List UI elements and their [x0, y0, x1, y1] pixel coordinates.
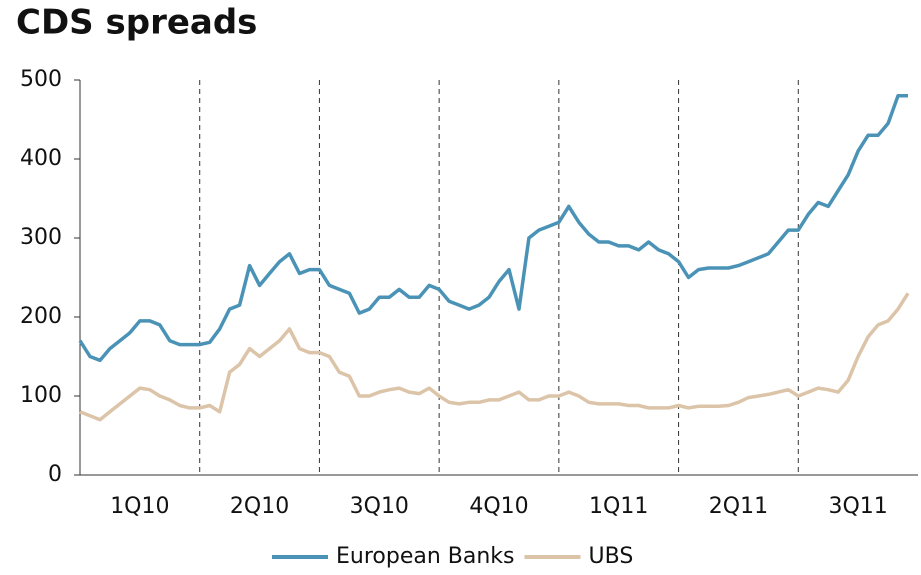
x-tick-label: 2Q11 [709, 494, 768, 519]
x-tick-label: 3Q10 [350, 494, 409, 519]
x-tick-label: 4Q10 [469, 494, 528, 519]
y-tick-label: 300 [20, 225, 62, 250]
line-series [79, 292, 910, 422]
x-tick-label: 1Q10 [110, 494, 169, 519]
chart-title: CDS spreads [16, 3, 257, 43]
x-tick-label: 3Q11 [828, 494, 887, 519]
legend-label: UBS [589, 544, 634, 569]
line-series [78, 94, 908, 363]
x-tick-label: 1Q11 [589, 494, 648, 519]
y-tick-label: 500 [20, 67, 62, 92]
y-tick-label: 100 [20, 383, 62, 408]
y-tick-label: 0 [48, 462, 62, 487]
x-tick-label: 2Q10 [230, 494, 289, 519]
y-tick-label: 200 [20, 304, 62, 329]
legend-label: European Banks [336, 544, 515, 569]
y-tick-label: 400 [20, 146, 62, 171]
